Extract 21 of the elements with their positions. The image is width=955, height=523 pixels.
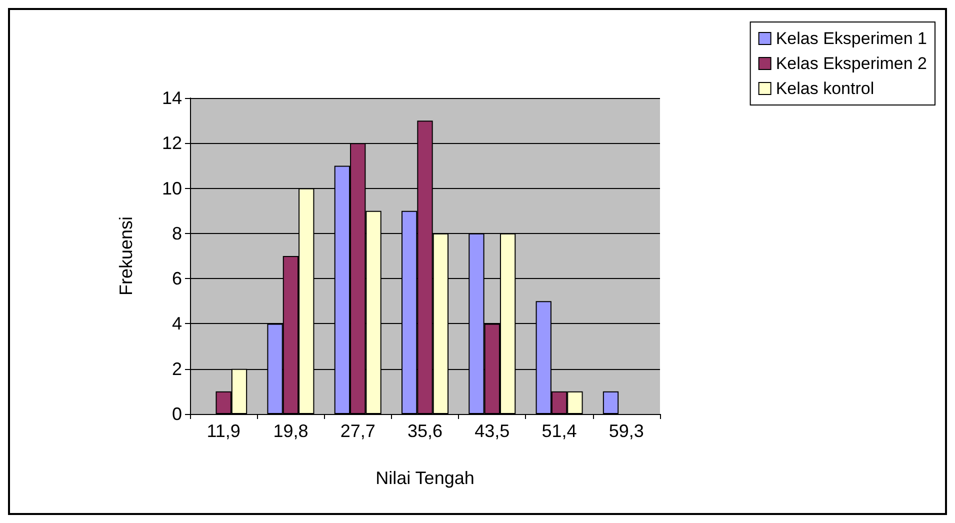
x-tick-label: 27,7 — [340, 421, 376, 441]
legend-label: Kelas kontrol — [776, 79, 874, 98]
x-tick-label: 59,3 — [608, 421, 644, 441]
legend-label: Kelas Eksperimen 2 — [776, 54, 928, 73]
bar — [602, 391, 619, 414]
y-axis-title: Frekuensi — [116, 216, 136, 296]
y-tick-label: 6 — [172, 268, 182, 289]
y-tick-label: 10 — [162, 178, 182, 198]
x-axis-title: Nilai Tengah — [376, 468, 474, 488]
x-tick-label: 43,5 — [474, 421, 510, 441]
y-tick-label: 14 — [162, 88, 182, 108]
x-tick-label: 11,9 — [206, 421, 240, 441]
y-tick-label: 4 — [172, 314, 182, 334]
legend-label: Kelas Eksperimen 1 — [776, 29, 928, 48]
x-tick-label: 19,8 — [273, 421, 308, 441]
y-tick-label: 12 — [162, 133, 182, 154]
y-tick-label: 8 — [172, 223, 182, 244]
x-tick-label: 51,4 — [542, 421, 577, 441]
y-tick-label: 2 — [172, 358, 182, 379]
x-tick-label: 35,6 — [407, 421, 443, 441]
y-tick-label: 0 — [172, 404, 182, 424]
